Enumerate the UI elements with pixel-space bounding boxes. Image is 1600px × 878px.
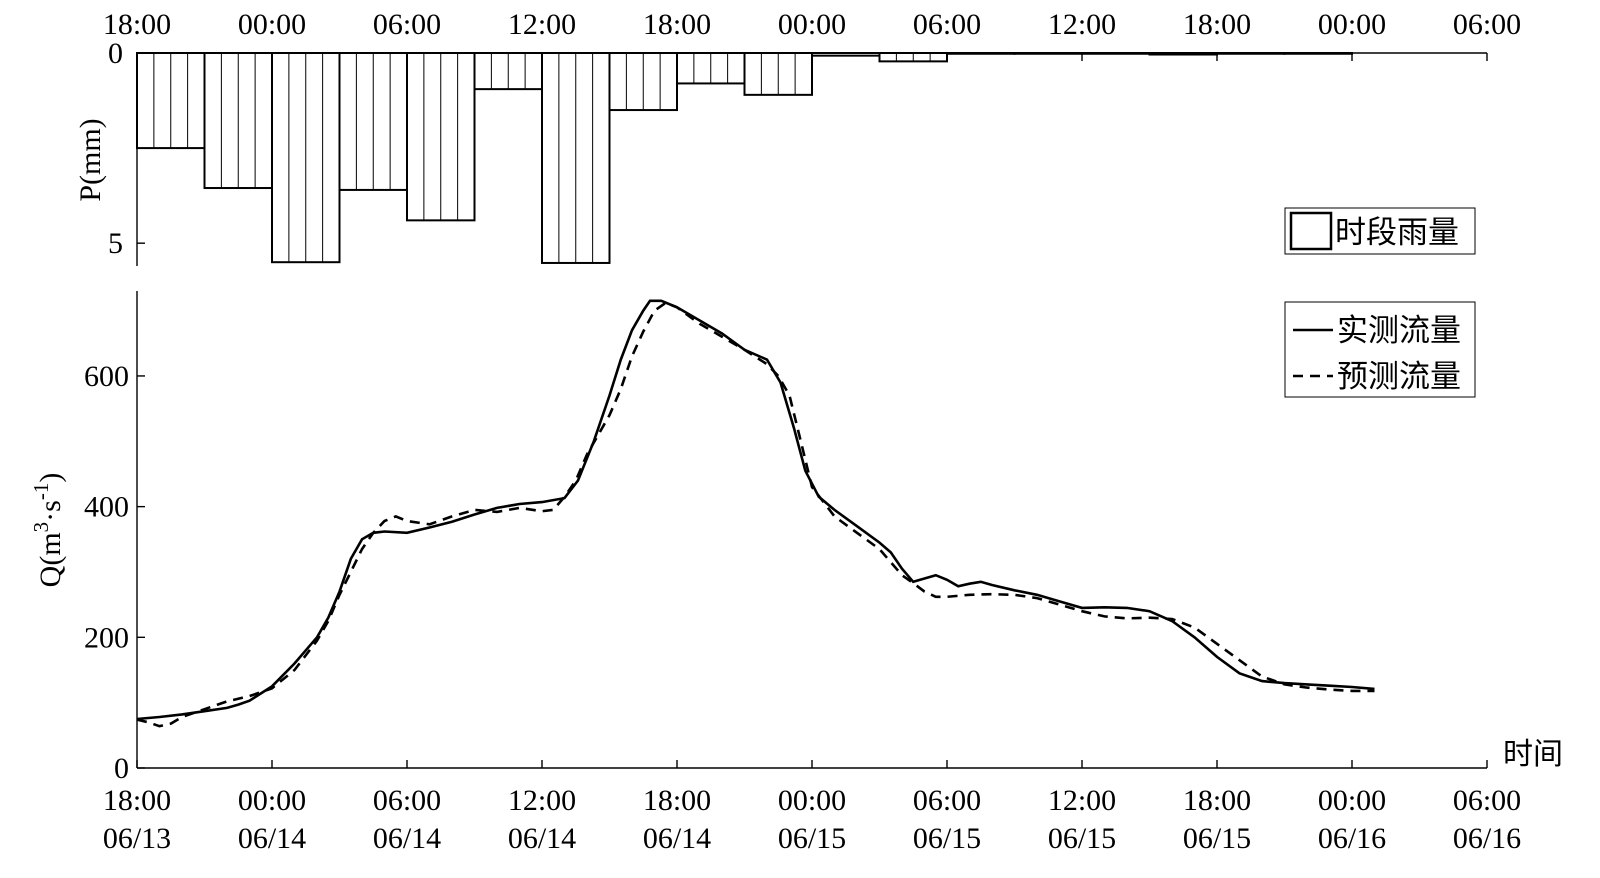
rain-legend: 时段雨量 [1284,207,1476,255]
flow-x-tick-date: 06/15 [1048,822,1116,855]
flow-x-tick-time: 00:00 [1318,784,1386,817]
flow-x-tick-date: 06/14 [373,822,441,855]
flow-x-tick-date: 06/14 [643,822,711,855]
rain-bar [1216,52,1286,55]
flow-y-tick-label: 200 [84,621,129,654]
flow-x-tick-date: 06/14 [508,822,576,855]
rain-x-tick-label: 18:00 [1183,8,1251,41]
rain-bar [271,52,341,264]
rain-y-axis-title: P(mm) [74,118,107,201]
legend-forecast-label: 预测流量 [1337,359,1461,394]
flow-legend-box [1284,301,1476,398]
rain-bar [1013,52,1083,55]
rain-bar [473,52,543,91]
flow-x-tick-time: 18:00 [1183,784,1251,817]
flow-x-tick-time: 12:00 [1048,784,1116,817]
rain-bar [946,52,1016,55]
rain-legend-swatch [1289,211,1333,251]
rain-x-tick-label: 12:00 [1048,8,1116,41]
rain-y-tick-label: 0 [108,37,123,70]
observed-flow-line [136,299,1375,721]
rain-bar [136,52,206,150]
rain-bar [338,52,408,191]
flow-x-tick-time: 00:00 [238,784,306,817]
flow-x-tick-time: 00:00 [778,784,846,817]
rain-bar [743,52,813,96]
flow-x-tick-time: 18:00 [643,784,711,817]
rain-bar [203,52,273,190]
rain-bar [1148,52,1218,56]
flow-x-tick-date: 06/15 [913,822,981,855]
flow-x-tick-date: 06/15 [1183,822,1251,855]
flow-y-tick-label: 600 [84,360,129,393]
rain-y-tick-label: 5 [108,227,123,260]
rain-bar [676,52,746,85]
flow-x-tick-time: 06:00 [913,784,981,817]
rain-x-tick-label: 00:00 [238,8,306,41]
rain-x-tick-label: 12:00 [508,8,576,41]
flow-panel: 0 200 400 600 18:00 06/13 00:00 06/14 06:00 06/14… [29,291,1563,855]
rain-bar [608,52,678,112]
flow-x-tick-time: 06:00 [1453,784,1521,817]
rain-bar [1283,52,1353,55]
rain-x-tick-label: 06:00 [1453,8,1521,41]
rain-x-tick-label: 00:00 [1318,8,1386,41]
forecast-flow-line [136,301,1375,728]
flow-x-axis-title: 时间 [1503,738,1563,771]
flow-y-tick-label: 400 [84,491,129,524]
rainfall-panel: 18:00 00:00 06:00 12:00 18:00 00:00 06:00 12:00… [74,8,1521,266]
rain-x-tick-label: 06:00 [913,8,981,41]
rain-legend-label: 时段雨量 [1335,215,1459,250]
rain-bar [541,52,611,264]
flow-x-tick-time: 18:00 [103,784,171,817]
flow-x-tick-time: 06:00 [373,784,441,817]
flow-x-tick-date: 06/13 [103,822,171,855]
flow-x-tick-date: 06/16 [1453,822,1521,855]
flow-x-tick-date: 06/16 [1318,822,1386,855]
rain-bar [1081,52,1151,55]
flow-x-tick-date: 06/14 [238,822,306,855]
flow-y-tick-label: 0 [114,752,129,785]
rain-bar [406,52,476,222]
rain-x-tick-label: 00:00 [778,8,846,41]
flow-y-axis-title: Q(m3·s-1) [29,473,67,588]
flow-x-tick-date: 06/15 [778,822,846,855]
flow-x-tick-time: 12:00 [508,784,576,817]
rain-x-tick-label: 18:00 [103,8,171,41]
legend-observed-label: 实测流量 [1337,313,1461,348]
rain-x-tick-label: 06:00 [373,8,441,41]
rain-bar [878,52,948,63]
rain-x-tick-label: 18:00 [643,8,711,41]
rain-bar [811,52,881,57]
